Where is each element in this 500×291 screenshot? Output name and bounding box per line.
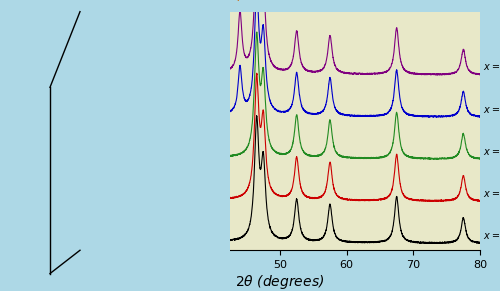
X-axis label: $2\theta$ (degrees): $2\theta$ (degrees)	[236, 273, 324, 291]
Text: x = 0.15: x = 0.15	[484, 104, 500, 115]
Text: *: *	[158, 36, 164, 49]
Text: x = 0: x = 0	[484, 231, 500, 241]
Text: *: *	[235, 0, 242, 7]
Text: x = 0.20: x = 0.20	[484, 63, 500, 72]
Text: x = 0.10: x = 0.10	[484, 147, 500, 157]
Text: x = 0.05: x = 0.05	[484, 189, 500, 199]
Y-axis label: Intensity (a.u.): Intensity (a.u.)	[64, 85, 77, 177]
Text: * = Na₂Ti₆O₁₃: * = Na₂Ti₆O₁₃	[86, 40, 155, 50]
